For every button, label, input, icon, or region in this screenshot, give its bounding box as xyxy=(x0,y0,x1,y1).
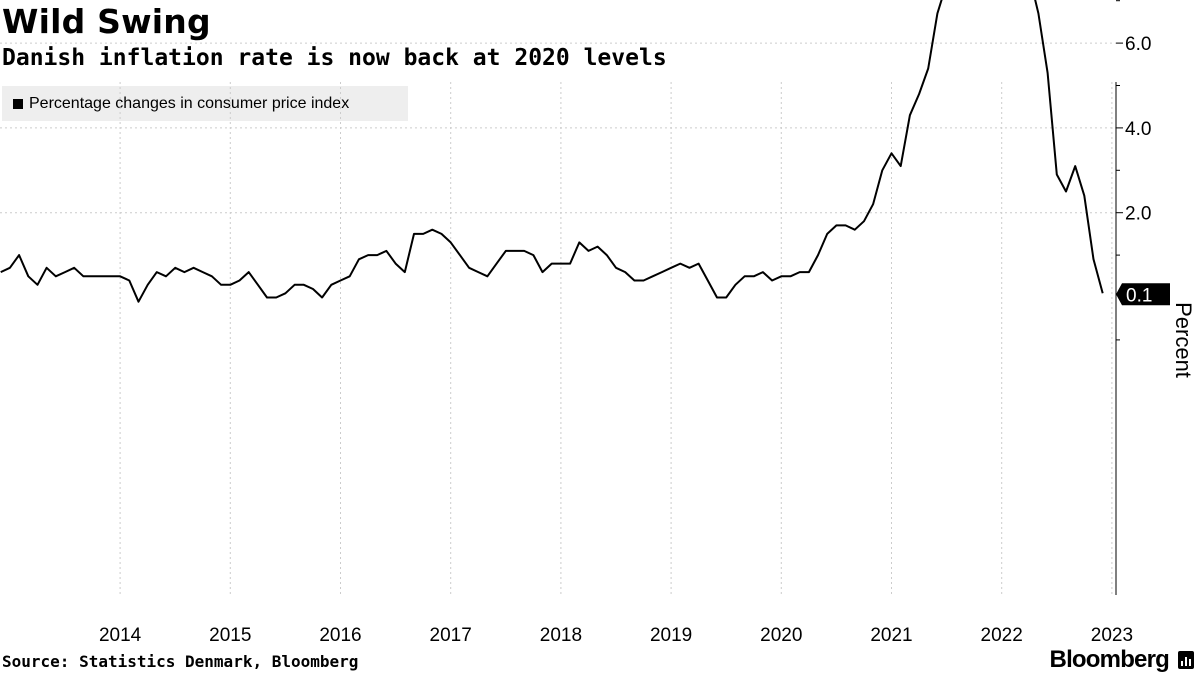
x-tick-label: 2017 xyxy=(430,625,472,646)
gridlines xyxy=(0,42,1116,595)
brand-logo: Bloomberg xyxy=(1049,646,1170,673)
x-tick-label: 2014 xyxy=(99,625,142,646)
x-tick-label: 2022 xyxy=(981,625,1023,646)
y-axis-title: Percent xyxy=(1171,302,1196,378)
source-note: Source: Statistics Denmark, Bloomberg xyxy=(2,652,359,671)
last-value-badge xyxy=(1116,283,1170,306)
bloomberg-bars-icon xyxy=(1178,651,1194,669)
x-tick-label: 2021 xyxy=(870,625,912,646)
legend-swatch xyxy=(13,98,23,109)
chart-subtitle: Danish inflation rate is now back at 202… xyxy=(2,45,667,71)
x-tick-label: 2020 xyxy=(760,625,802,646)
y-tick-label: 6.0 xyxy=(1125,34,1151,55)
y-tick-label: 2.0 xyxy=(1125,204,1151,225)
x-tick-label: 2018 xyxy=(540,625,582,646)
y-tick-label: 4.0 xyxy=(1125,119,1151,140)
x-axis: 2014 2015 2016 2017 2018 2019 2020 2021 2022 2023 xyxy=(99,625,1133,646)
series-layer xyxy=(0,0,1104,303)
series-line xyxy=(0,0,1104,303)
legend-label: Percentage changes in consumer price ind… xyxy=(29,94,350,112)
x-tick-label: 2015 xyxy=(209,625,251,646)
x-tick-label: 2019 xyxy=(650,625,692,646)
x-tick-label: 2016 xyxy=(319,625,361,646)
x-tick-label: 2023 xyxy=(1091,625,1133,646)
chart-title: Wild Swing xyxy=(2,2,211,41)
last-value-label: 0.1 xyxy=(1126,285,1152,306)
last-value-marker: 0.1 xyxy=(1116,283,1170,306)
